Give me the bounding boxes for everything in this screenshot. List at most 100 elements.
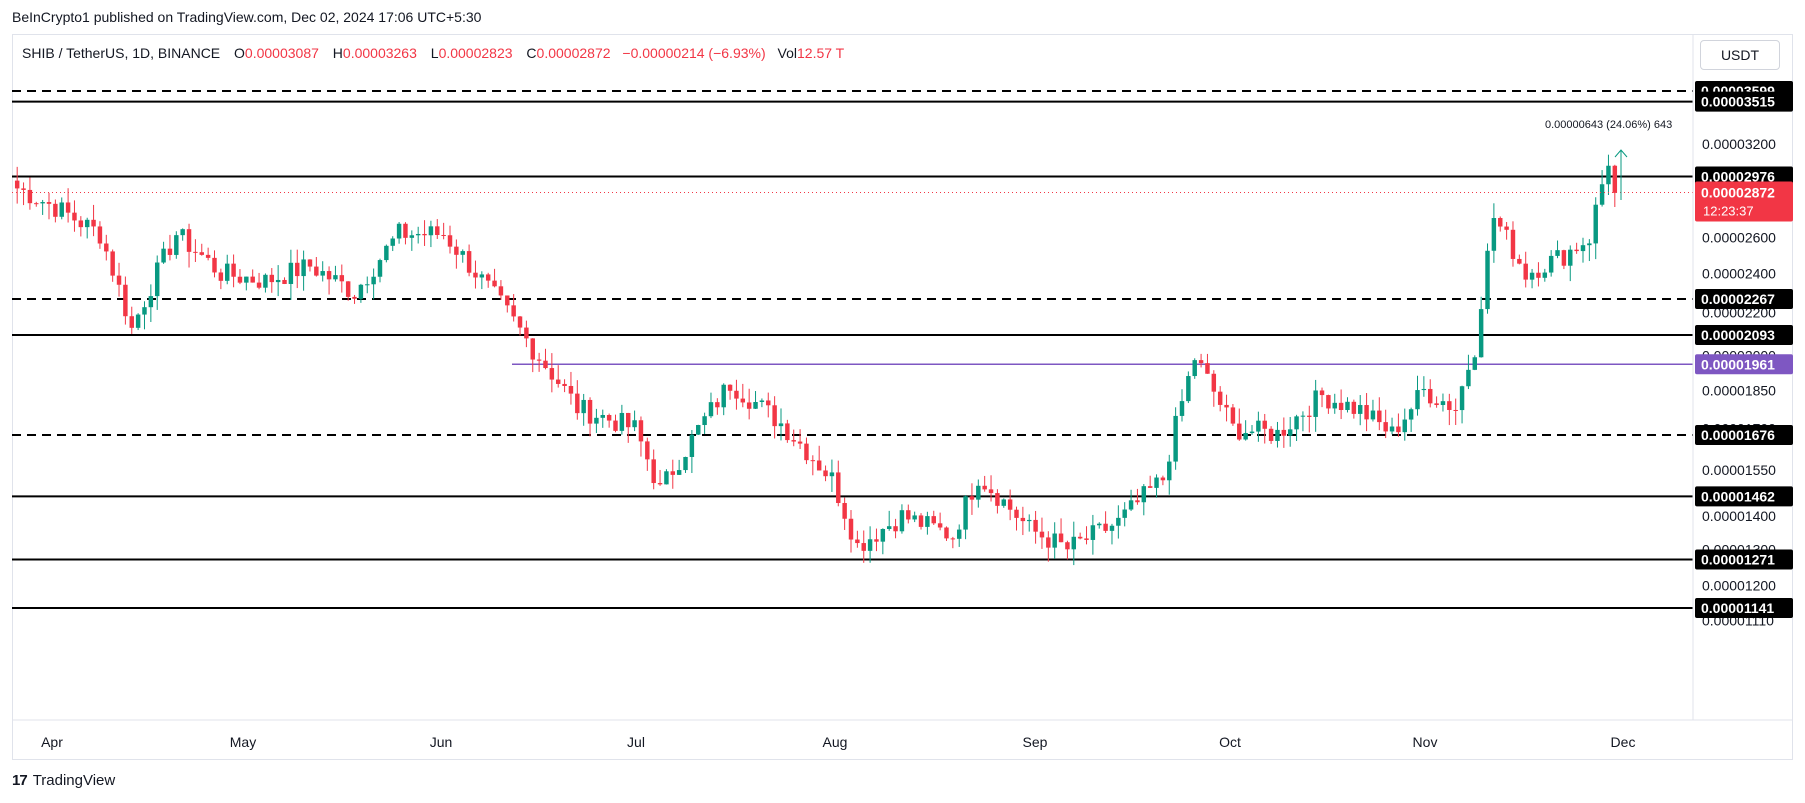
candle-body — [97, 226, 103, 244]
candle-body — [1116, 517, 1121, 526]
candle-body — [1415, 390, 1420, 410]
candle-body — [1294, 416, 1299, 430]
candle-body — [1281, 429, 1287, 436]
candle-body — [715, 402, 720, 408]
candle-body — [594, 417, 599, 424]
candle-body — [154, 262, 160, 297]
candle-body — [587, 399, 593, 424]
candle-body — [766, 400, 771, 406]
volume-label: Vol — [777, 45, 797, 61]
candle-body — [772, 405, 777, 427]
candle-body — [218, 272, 224, 281]
candle-body — [511, 305, 516, 317]
candle-body — [810, 460, 816, 462]
candle-body — [950, 538, 956, 540]
candle-body — [1453, 409, 1458, 411]
candle-body — [1612, 165, 1618, 193]
projection-arrowhead — [1614, 149, 1628, 158]
candle-body — [1230, 407, 1236, 424]
candle-body — [696, 425, 701, 435]
candle-body — [1555, 250, 1560, 256]
candle-body — [1287, 429, 1293, 436]
currency-button[interactable]: USDT — [1700, 40, 1780, 70]
candle-body — [358, 284, 364, 299]
candle-body — [1307, 415, 1312, 417]
open-value: 0.00003087 — [244, 45, 319, 61]
candle-body — [1039, 531, 1045, 538]
candle-body — [1109, 525, 1115, 531]
candle-body — [485, 274, 491, 281]
candle-body — [1275, 429, 1280, 441]
candle-body — [1510, 229, 1516, 259]
candle-body — [34, 203, 39, 205]
candle-body — [1256, 420, 1261, 432]
candle-body — [27, 189, 33, 204]
candle-body — [1192, 360, 1197, 377]
candle-body — [861, 543, 866, 551]
candle-body — [785, 423, 790, 441]
publisher-line: BeInCrypto1 published on TradingView.com… — [12, 9, 482, 25]
candle-body — [549, 368, 555, 380]
candle-body — [536, 359, 542, 361]
candle-body — [976, 485, 981, 500]
candle-body — [110, 251, 115, 276]
candle-body — [53, 203, 58, 217]
candle-body — [1580, 245, 1586, 252]
candle-body — [326, 271, 332, 280]
x-tick-label: May — [230, 734, 256, 750]
candle-body — [333, 275, 338, 280]
low-label: L — [430, 45, 439, 61]
candle-body — [244, 276, 249, 283]
tradingview-brand[interactable]: 17 TradingView — [12, 772, 115, 789]
candle-body — [193, 251, 198, 253]
candle-body — [855, 539, 860, 544]
candle-body — [1517, 258, 1522, 264]
candle-body — [899, 510, 905, 532]
candle-body — [460, 251, 465, 255]
candle-body — [1402, 419, 1407, 433]
candle-body — [84, 219, 90, 228]
candle-body — [72, 212, 77, 221]
candle-body — [1300, 415, 1306, 417]
candle-body — [562, 383, 567, 386]
candle-body — [1186, 376, 1191, 402]
candle-body — [836, 472, 841, 503]
candle-body — [874, 539, 879, 542]
candle-body — [1167, 461, 1172, 481]
candle-body — [320, 271, 325, 276]
candle-body — [21, 188, 26, 190]
level-price-tag — [1695, 91, 1793, 112]
candle-body — [1491, 218, 1497, 251]
y-tick-label: 0.00003200 — [1702, 136, 1776, 152]
x-tick-label: Apr — [41, 734, 63, 750]
candle-body — [1345, 401, 1350, 410]
candle-body — [129, 316, 134, 328]
change-value: −0.00000214 (−6.93%) — [622, 45, 766, 61]
candle-body — [842, 502, 847, 519]
candle-body — [1249, 431, 1255, 434]
candle-body — [454, 246, 459, 255]
level-price-tag — [1695, 486, 1793, 507]
candle-body — [1377, 410, 1382, 423]
candle-body — [263, 274, 268, 288]
x-tick-label: Aug — [823, 734, 848, 750]
level-price-tag-label: 0.00001961 — [1701, 356, 1775, 372]
candle-body — [626, 412, 631, 428]
symbol-title[interactable]: SHIB / TetherUS, 1D, BINANCE — [22, 45, 221, 61]
level-price-tag — [1695, 549, 1793, 570]
low-value: 0.00002823 — [438, 45, 513, 61]
candle-body — [1319, 390, 1325, 396]
candle-body — [339, 275, 345, 282]
current-price-label: 0.00002872 — [1701, 185, 1775, 201]
candle-body — [1077, 536, 1083, 539]
candle-body — [1243, 433, 1248, 440]
candle-body — [702, 416, 707, 426]
ohlc-legend: SHIB / TetherUS, 1D, BINANCE O0.00003087… — [22, 45, 844, 61]
candle-body — [167, 248, 173, 255]
candle-body — [447, 235, 453, 247]
candle-body — [632, 420, 637, 428]
level-price-tag-label: 0.00003515 — [1701, 94, 1775, 110]
candle-body — [314, 266, 319, 276]
candle-body — [441, 234, 446, 236]
